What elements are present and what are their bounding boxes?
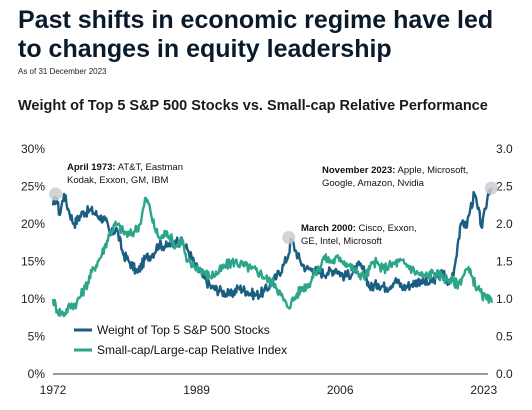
- y-right-tick-label: 1.5: [496, 255, 513, 269]
- y-left-tick-label: 25%: [21, 180, 45, 194]
- y-right-tick-label: 2.0: [496, 217, 513, 231]
- y-right-tick-label: 3.0: [496, 142, 513, 156]
- highlight-marker: [49, 187, 63, 201]
- y-left-tick-label: 10%: [21, 292, 45, 306]
- x-axis: 1972 1989 2006 2023: [40, 373, 497, 397]
- annotation-line: April 1973: AT&T, Eastman: [67, 162, 183, 173]
- highlight-markers: [49, 181, 498, 244]
- annotation-line: GE, Intel, Microsoft: [301, 236, 382, 247]
- highlight-marker: [484, 181, 498, 195]
- series-line-smallcap-index: [51, 196, 493, 318]
- y-left-tick-label: 5%: [28, 330, 46, 344]
- x-tick-label: 2006: [327, 383, 354, 397]
- chart-title: Weight of Top 5 S&P 500 Stocks vs. Small…: [18, 98, 488, 114]
- y-left-tick-label: 20%: [21, 217, 45, 231]
- annotation-date: April 1973:: [67, 162, 116, 173]
- legend-label: Small-cap/Large-cap Relative Index: [97, 343, 287, 357]
- annotations: April 1973: AT&T, Eastman Kodak, Exxon, G…: [67, 162, 468, 247]
- annotation-line: Google, Amazon, Nvidia: [322, 178, 425, 189]
- annotation-companies: Cisco, Exxon,: [356, 223, 417, 234]
- annotation-date: March 2000:: [301, 223, 356, 234]
- y-left-tick-label: 30%: [21, 142, 45, 156]
- legend-label: Weight of Top 5 S&P 500 Stocks: [97, 323, 270, 337]
- legend: Weight of Top 5 S&P 500 Stocks Small-cap/…: [74, 323, 287, 357]
- as-of-date: As of 31 December 2023: [18, 67, 107, 76]
- headline: Past shifts in economic regime have led …: [18, 6, 494, 63]
- y-axis-right: 0.0 0.5 1.0 1.5 2.0 2.5 3.0: [496, 142, 513, 381]
- y-axis-left: 0% 5% 10% 15% 20% 25% 30%: [21, 142, 45, 381]
- y-right-tick-label: 0.5: [496, 330, 513, 344]
- y-left-tick-label: 0%: [28, 367, 46, 381]
- x-tick-label: 1972: [40, 383, 67, 397]
- y-right-tick-label: 2.5: [496, 180, 513, 194]
- highlight-marker: [282, 231, 296, 244]
- x-tick-label: 1989: [183, 383, 210, 397]
- x-tick-label: 2023: [470, 383, 497, 397]
- series-lines: [51, 187, 493, 318]
- y-right-tick-label: 1.0: [496, 292, 513, 306]
- y-left-tick-label: 15%: [21, 255, 45, 269]
- annotation-line: March 2000: Cisco, Exxon,: [301, 223, 417, 234]
- annotation-line: Kodak, Exxon, GM, IBM: [67, 175, 168, 186]
- y-right-tick-label: 0.0: [496, 367, 513, 381]
- annotation-date: November 2023:: [322, 165, 395, 176]
- annotation-companies: Apple, Microsoft,: [395, 165, 468, 176]
- annotation-line: November 2023: Apple, Microsoft,: [322, 165, 468, 176]
- annotation-companies: AT&T, Eastman: [116, 162, 183, 173]
